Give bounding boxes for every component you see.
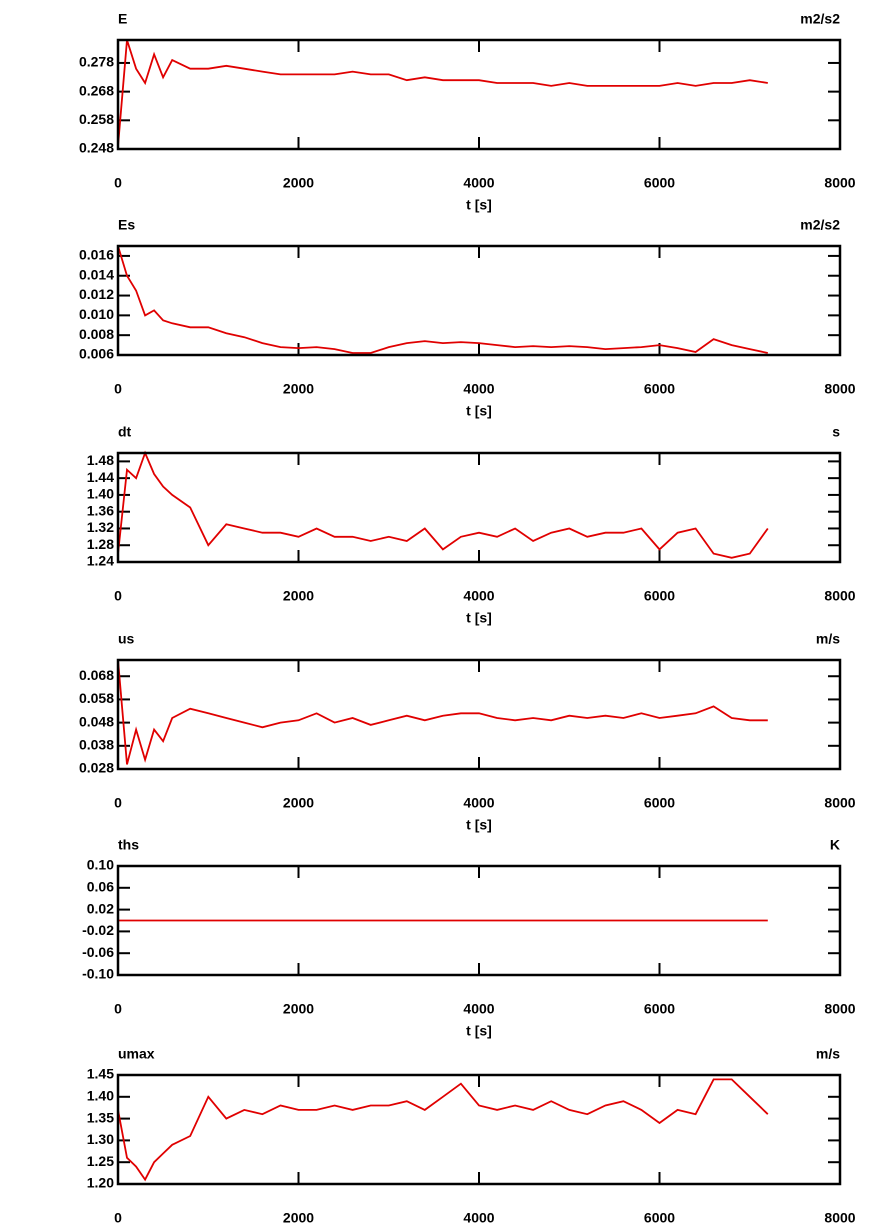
x-axis-label: t [s] xyxy=(466,403,492,419)
x-tick-label: 4000 xyxy=(463,381,494,397)
y-tick-label: 0.068 xyxy=(79,667,114,683)
y-tick-label: 0.048 xyxy=(79,713,114,729)
y-tick-label: 1.35 xyxy=(87,1109,114,1125)
y-tick-label: 0.012 xyxy=(79,286,114,302)
y-tick-label: 0.02 xyxy=(87,900,114,916)
plot-frame xyxy=(116,658,842,771)
y-tick-label: -0.02 xyxy=(82,922,114,938)
x-axis-label: t [s] xyxy=(466,817,492,833)
y-tick-label: 0.278 xyxy=(79,54,114,70)
y-tick-label: 1.30 xyxy=(87,1131,114,1147)
x-tick-label: 8000 xyxy=(824,1210,855,1225)
y-tick-label: 1.32 xyxy=(87,519,114,535)
x-tick-label: 2000 xyxy=(283,381,314,397)
x-tick-label: 4000 xyxy=(463,175,494,191)
x-tick-label: 8000 xyxy=(824,795,855,811)
x-tick-label: 8000 xyxy=(824,381,855,397)
plot-frame xyxy=(116,864,842,977)
plot-frame xyxy=(116,451,842,564)
y-tick-label: 0.248 xyxy=(79,140,114,156)
data-line xyxy=(117,245,768,354)
y-tick-label: 1.36 xyxy=(87,502,114,518)
panel-title: Es xyxy=(118,217,135,233)
x-tick-label: 6000 xyxy=(644,1210,675,1225)
y-tick-label: 0.008 xyxy=(79,326,114,342)
x-tick-label: 2000 xyxy=(283,588,314,604)
unit-label: m2/s2 xyxy=(800,217,840,233)
unit-label: s xyxy=(832,424,840,440)
y-tick-label: 0.06 xyxy=(87,879,114,895)
y-tick-label: 1.25 xyxy=(87,1153,114,1169)
y-tick-label: -0.06 xyxy=(82,944,114,960)
y-tick-label: 1.44 xyxy=(87,469,114,485)
panel-title: ths xyxy=(118,837,139,853)
x-tick-label: 0 xyxy=(114,175,122,191)
y-tick-label: 0.268 xyxy=(79,82,114,98)
x-tick-label: 0 xyxy=(114,1001,122,1017)
x-tick-label: 0 xyxy=(114,381,122,397)
x-axis-label: t [s] xyxy=(466,610,492,626)
y-tick-label: 0.010 xyxy=(79,306,114,322)
x-tick-label: 0 xyxy=(114,795,122,811)
y-tick-label: 0.014 xyxy=(79,266,114,282)
x-axis-label: t [s] xyxy=(466,1023,492,1039)
panel-title: dt xyxy=(118,424,132,440)
x-tick-label: 2000 xyxy=(283,175,314,191)
y-tick-label: 0.028 xyxy=(79,760,114,776)
panel-title: E xyxy=(118,11,127,27)
x-tick-label: 4000 xyxy=(463,1210,494,1225)
data-line xyxy=(117,1078,769,1182)
panel-title: umax xyxy=(118,1046,155,1062)
y-tick-label: 0.038 xyxy=(79,737,114,753)
x-tick-label: 6000 xyxy=(644,795,675,811)
x-tick-label: 8000 xyxy=(824,175,855,191)
x-axis-label: t [s] xyxy=(466,197,492,213)
x-tick-label: 4000 xyxy=(463,588,494,604)
plot-frame xyxy=(116,1073,842,1186)
y-tick-label: 1.40 xyxy=(87,1088,114,1104)
unit-label: K xyxy=(830,837,840,853)
plot-frame xyxy=(116,38,842,151)
data-line xyxy=(117,659,768,765)
y-tick-label: 0.258 xyxy=(79,111,114,127)
x-tick-label: 0 xyxy=(114,1210,122,1225)
x-tick-label: 4000 xyxy=(463,1001,494,1017)
data-line xyxy=(117,450,769,559)
y-tick-label: 0.10 xyxy=(87,857,114,873)
x-tick-label: 8000 xyxy=(824,588,855,604)
y-tick-label: 1.45 xyxy=(87,1066,114,1082)
x-tick-label: 2000 xyxy=(283,1210,314,1225)
unit-label: m/s xyxy=(816,631,840,647)
y-tick-label: -0.10 xyxy=(82,966,114,982)
x-tick-label: 6000 xyxy=(644,175,675,191)
y-tick-label: 0.016 xyxy=(79,247,114,263)
unit-label: m/s xyxy=(816,1046,840,1062)
panel-title: us xyxy=(118,631,135,647)
x-tick-label: 0 xyxy=(114,588,122,604)
unit-label: m2/s2 xyxy=(800,11,840,27)
x-tick-label: 8000 xyxy=(824,1001,855,1017)
y-tick-label: 1.48 xyxy=(87,452,114,468)
data-line xyxy=(117,39,768,147)
y-tick-label: 1.24 xyxy=(87,553,114,569)
x-tick-label: 6000 xyxy=(644,1001,675,1017)
plot-frame xyxy=(116,244,842,357)
x-tick-label: 2000 xyxy=(283,795,314,811)
x-tick-label: 4000 xyxy=(463,795,494,811)
x-tick-label: 6000 xyxy=(644,381,675,397)
y-tick-label: 0.058 xyxy=(79,690,114,706)
x-tick-label: 2000 xyxy=(283,1001,314,1017)
x-tick-label: 6000 xyxy=(644,588,675,604)
y-tick-label: 1.28 xyxy=(87,536,114,552)
y-tick-label: 1.20 xyxy=(87,1175,114,1191)
y-tick-label: 0.006 xyxy=(79,346,114,362)
y-tick-label: 1.40 xyxy=(87,486,114,502)
